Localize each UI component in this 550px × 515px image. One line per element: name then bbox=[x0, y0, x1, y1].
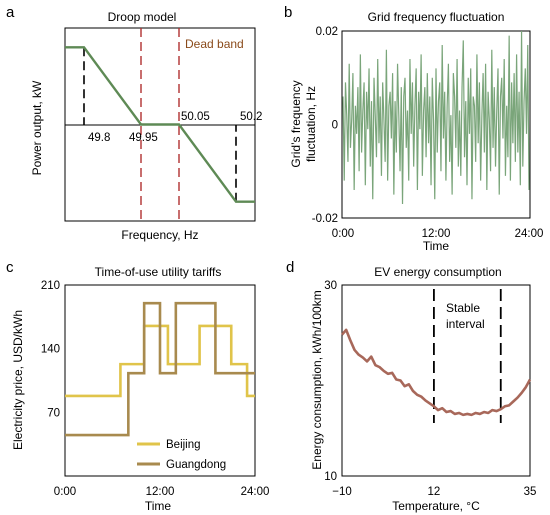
panel-letter-a: a bbox=[6, 4, 15, 21]
panel-c-frame bbox=[64, 284, 256, 477]
panel-b-ytick-1: 0 bbox=[332, 120, 338, 132]
panel-b-xtick-0: 0:00 bbox=[332, 228, 354, 240]
panel-c-ytick-210: 210 bbox=[41, 280, 60, 292]
panel-b-ytick-0: 0.02 bbox=[316, 26, 338, 38]
panel-letter-d: d bbox=[286, 259, 294, 276]
panel-d-xtick-2: 35 bbox=[524, 486, 537, 498]
panel-c-xlabel: Time bbox=[145, 499, 172, 513]
panel-letter-b: b bbox=[284, 4, 292, 21]
panel-b-frame bbox=[341, 30, 531, 219]
tariff-series-guangdong bbox=[65, 301, 255, 437]
tariff-series-beijing bbox=[65, 324, 255, 398]
panel-letter-c: c bbox=[6, 259, 14, 276]
panel-d-ytick-10: 10 bbox=[324, 471, 337, 483]
panel-d-ylabel: Energy consumption, kWh/100km bbox=[310, 290, 324, 469]
dead-band-label: Dead band bbox=[185, 37, 244, 51]
panel-a-tick-49.95: 49.95 bbox=[129, 132, 158, 144]
panel-c-ytick-140: 140 bbox=[41, 344, 60, 356]
panel-a: a Droop model Dead band 49.8 49.95 50.05 50… bbox=[6, 4, 262, 242]
frequency-series bbox=[342, 30, 530, 204]
panel-c-xtick-0: 0:00 bbox=[54, 486, 76, 498]
panel-c: c Time-of-use utility tariffs 0:00 12:00 2… bbox=[6, 259, 269, 513]
panel-a-ylabel: Power output, kW bbox=[30, 80, 44, 175]
panel-c-xtick-1: 12:00 bbox=[146, 486, 175, 498]
panel-c-xtick-2: 24:00 bbox=[241, 486, 270, 498]
stable-interval-label-2: interval bbox=[446, 317, 485, 331]
panel-d-xtick-1: 12 bbox=[428, 486, 441, 498]
panel-c-title: Time-of-use utility tariffs bbox=[95, 265, 222, 279]
panel-a-tick-50.2: 50.2 bbox=[240, 111, 262, 123]
panel-b-title: Grid frequency fluctuation bbox=[368, 10, 505, 24]
panel-d-ytick-30: 30 bbox=[324, 280, 337, 292]
panel-b-xlabel: Time bbox=[423, 239, 450, 253]
legend-label-guangdong: Guangdong bbox=[166, 459, 226, 471]
panel-a-title: Droop model bbox=[108, 10, 177, 24]
panel-d-frame bbox=[341, 284, 531, 477]
panel-b-xtick-2: 24:00 bbox=[515, 228, 544, 240]
panel-b-ytick-2: -0.02 bbox=[312, 213, 338, 225]
stable-interval-label-1: Stable bbox=[446, 301, 480, 315]
panel-b-ylabel-line1: Grid’s frequency bbox=[289, 80, 303, 167]
panel-d: d EV energy consumption Stable interval … bbox=[286, 259, 536, 513]
consumption-curve bbox=[341, 328, 532, 417]
panel-a-tick-49.8: 49.8 bbox=[88, 132, 110, 144]
panel-b-xtick-1: 12:00 bbox=[422, 228, 451, 240]
panel-d-xtick-0: −10 bbox=[332, 486, 352, 498]
droop-curve bbox=[65, 46, 255, 203]
panel-a-xlabel: Frequency, Hz bbox=[121, 228, 198, 242]
panel-b: b Grid frequency fluctuation 0:00 12:00 24… bbox=[284, 4, 543, 253]
panel-d-title: EV energy consumption bbox=[374, 265, 501, 279]
panel-a-tick-50.05: 50.05 bbox=[181, 111, 210, 123]
legend-label-beijing: Beijing bbox=[166, 439, 201, 451]
panel-d-xlabel: Temperature, °C bbox=[392, 499, 480, 513]
panel-b-ylabel-line2: fluctuation, Hz bbox=[304, 86, 318, 162]
panel-c-ytick-70: 70 bbox=[47, 407, 60, 419]
panel-c-ylabel: Electricity price, USD/kWh bbox=[11, 310, 25, 450]
